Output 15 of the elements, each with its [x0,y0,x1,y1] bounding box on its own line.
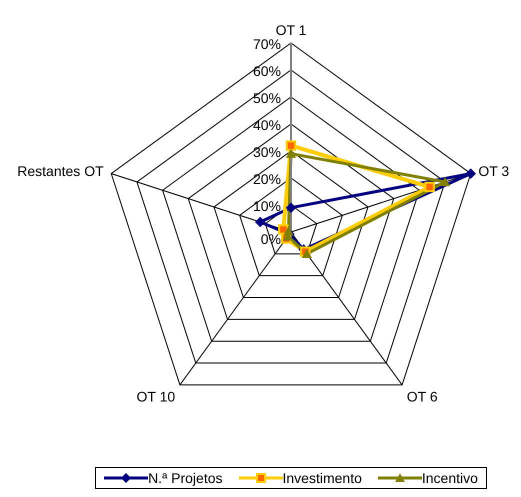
spoke-label: OT 10 [136,388,176,404]
y-tick-label: 20% [252,171,281,187]
y-tick-label: 30% [252,144,281,160]
spoke-label: OT 6 [406,388,438,404]
y-tick-label: 70% [252,36,281,52]
y-tick-label: 10% [252,198,281,214]
spoke-label: OT 3 [478,163,510,180]
y-tick-label: 60% [252,63,281,79]
legend-label: Investimento [282,470,362,486]
legend-label: N.ª Projetos [148,470,222,486]
spoke-label: OT 1 [276,22,307,38]
spoke-label: Restantes OT [17,163,104,180]
legend-label: Incentivo [422,470,478,486]
y-tick-label: 50% [252,90,281,106]
y-tick-label: 40% [252,117,281,133]
